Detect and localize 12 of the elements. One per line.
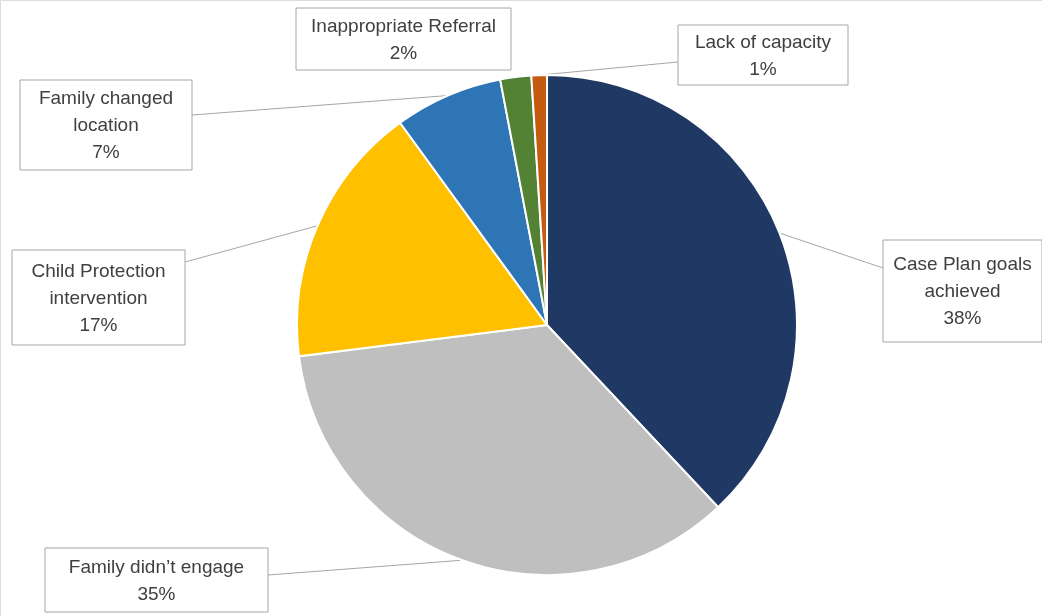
slice-label: Family didn’t engage <box>68 555 245 577</box>
slice-label: Family changed location <box>38 87 174 135</box>
data-label: 2% <box>389 41 418 63</box>
data-label: 17% <box>79 313 118 335</box>
data-label: 1% <box>749 57 777 79</box>
slice-label: Case Plan goals achieved <box>893 253 1032 301</box>
data-label: 38% <box>943 307 982 328</box>
data-label: 7% <box>92 141 120 162</box>
slice-label: Lack of capacity <box>694 30 832 52</box>
slice-label: Child Protection intervention <box>31 259 166 308</box>
slice-label: Inappropriate Referral <box>311 14 496 36</box>
data-label: 35% <box>137 582 176 604</box>
